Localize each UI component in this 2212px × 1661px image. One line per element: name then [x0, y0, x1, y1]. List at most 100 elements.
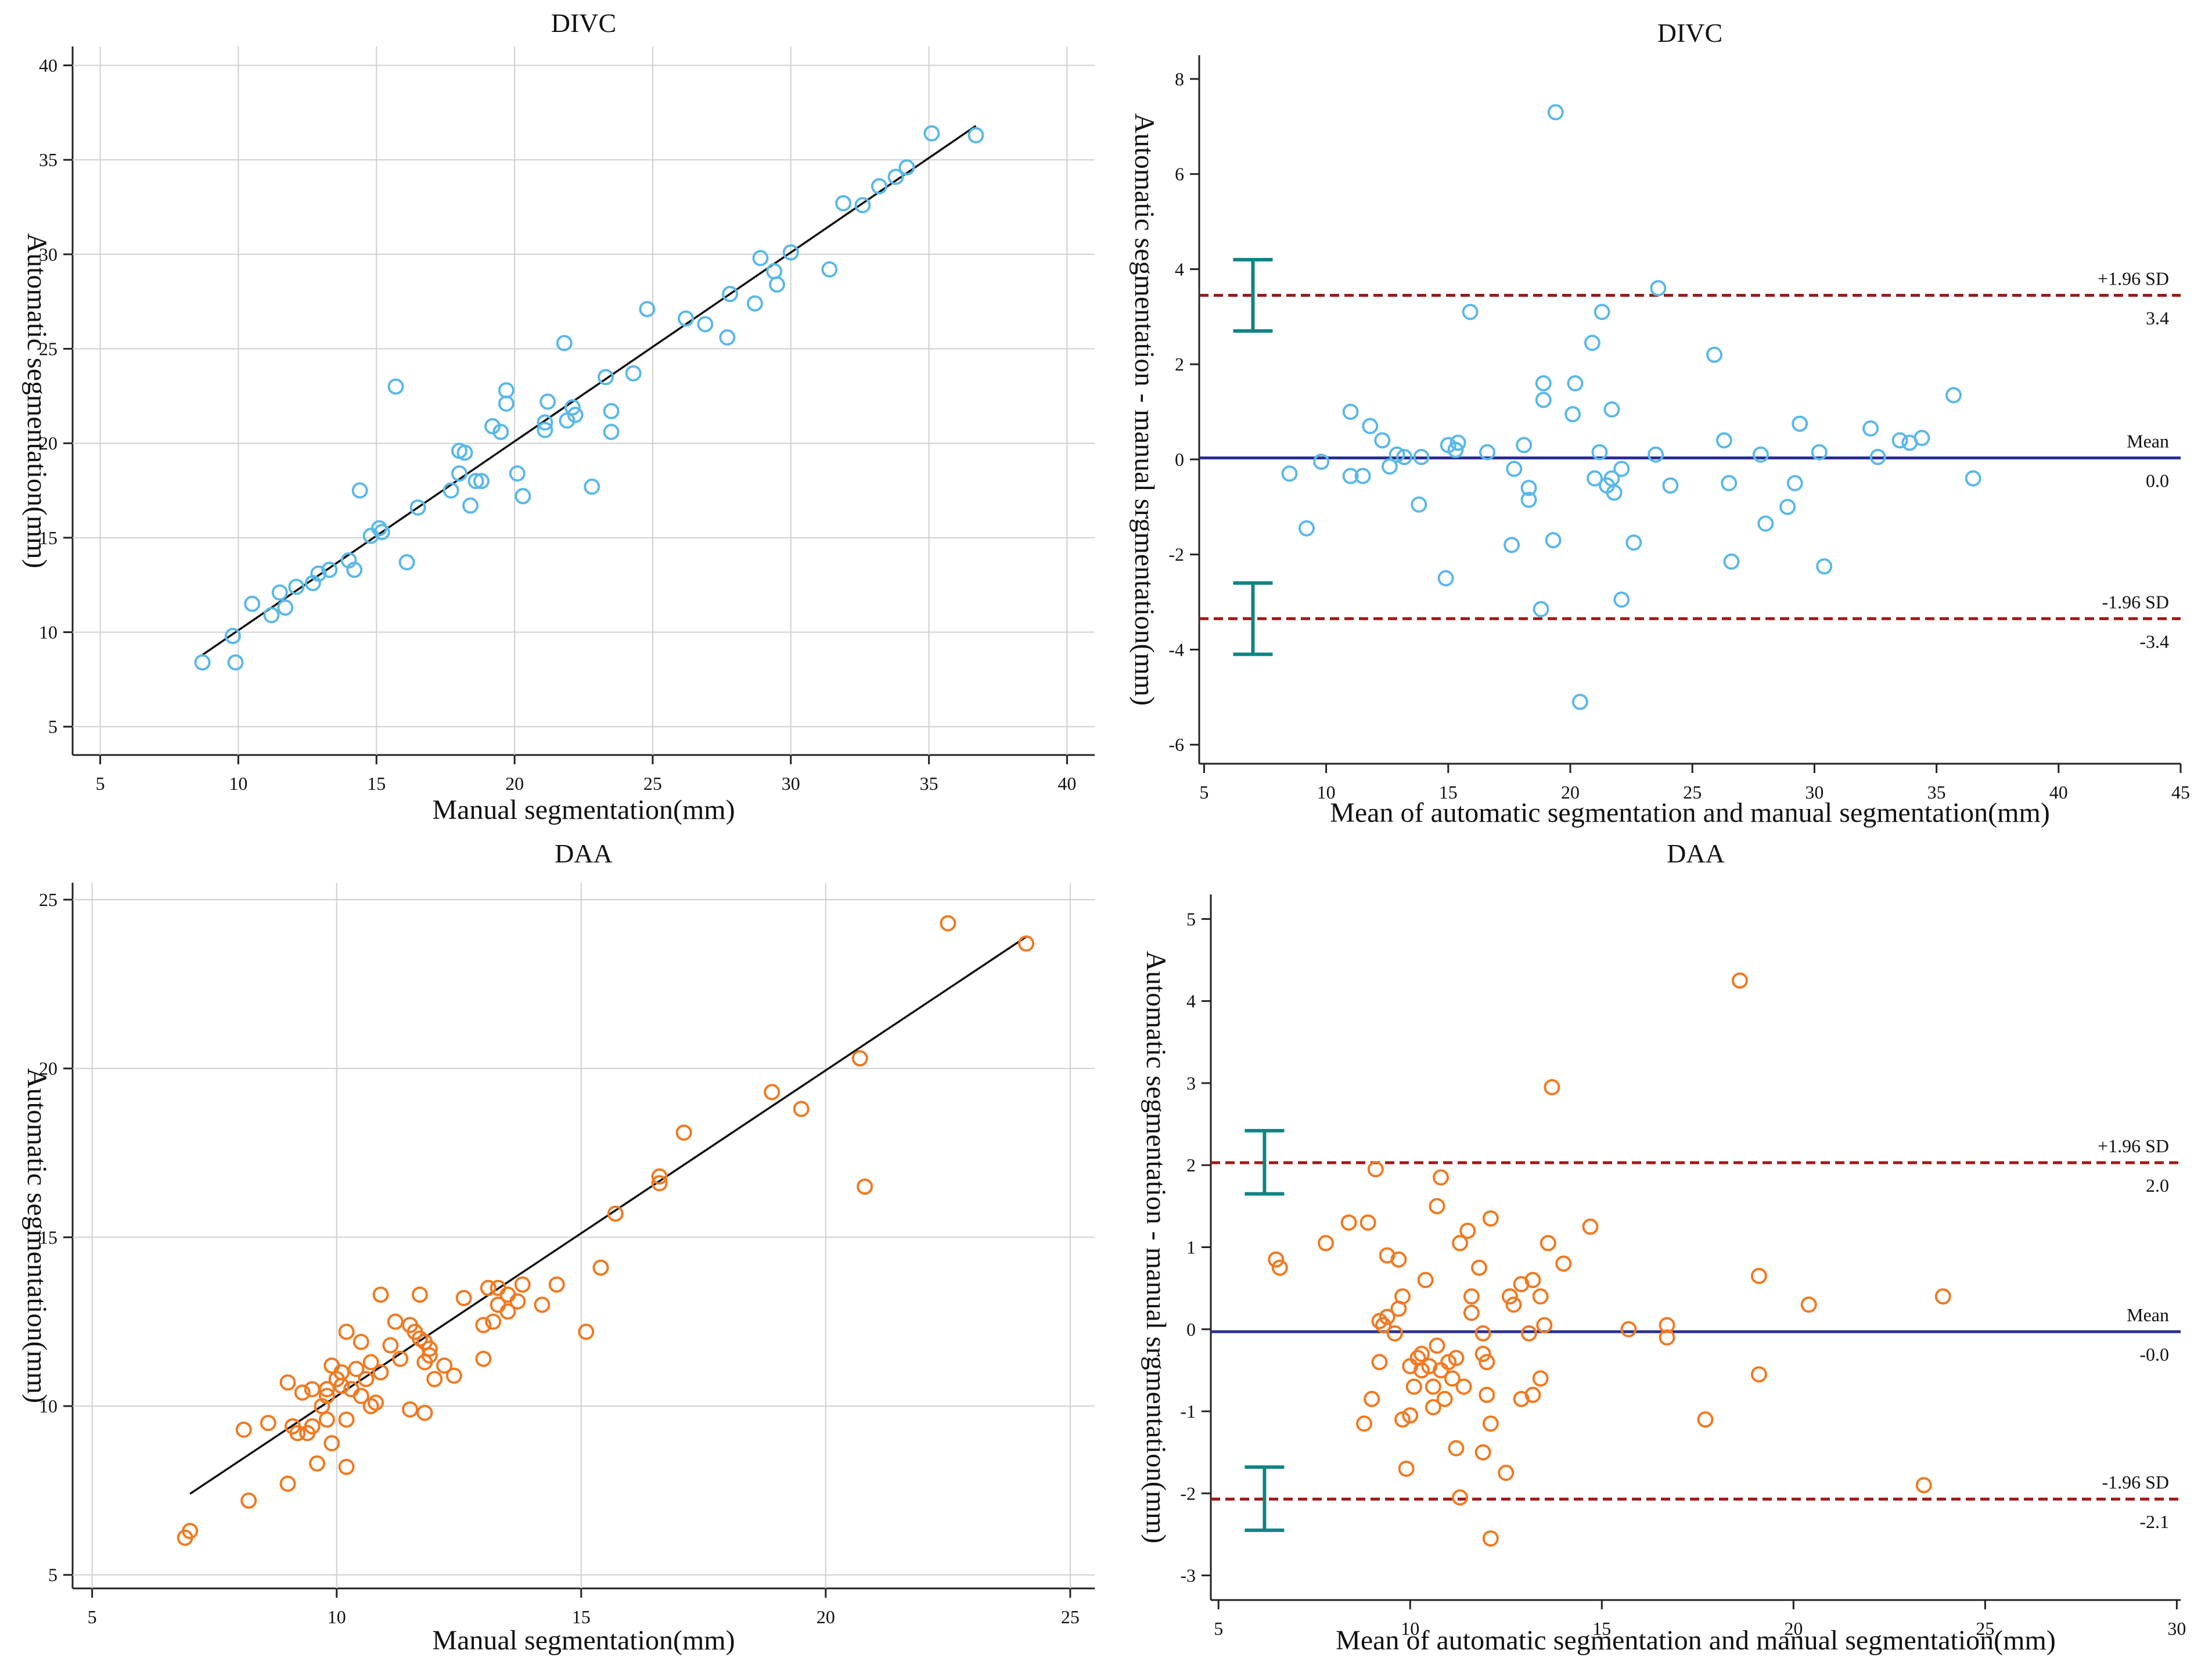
data-point [1342, 468, 1359, 484]
data-point [456, 444, 473, 461]
reference-line-value: -3.4 [2139, 631, 2169, 652]
data-point [409, 499, 426, 516]
data-point [398, 554, 415, 571]
data-point [1374, 432, 1391, 449]
data-point [480, 1279, 497, 1296]
data-point [485, 1313, 502, 1330]
y-tick-label: 2 [1175, 354, 1184, 375]
axis-ticks: 5 10 15 20 25 30 -3 -2 -1 0 1 2 3 4 5 [1180, 908, 2186, 1639]
reference-line-label: +1.96 SD [2098, 268, 2169, 289]
data-point [1459, 1223, 1476, 1239]
data-point [1381, 458, 1398, 475]
y-tick-label: -2 [1168, 544, 1184, 565]
data-point [1587, 470, 1603, 487]
y-tick-label: 10 [39, 1396, 57, 1416]
data-point [182, 1523, 199, 1540]
data-point [1625, 534, 1642, 551]
data-point [1545, 532, 1562, 549]
data-point [1862, 420, 1879, 437]
data-point [1750, 1366, 1767, 1383]
data-point [421, 1347, 438, 1364]
data-point [1413, 1346, 1430, 1362]
x-tick-label: 15 [1439, 782, 1458, 803]
data-point [509, 1293, 526, 1310]
data-point [1479, 1386, 1495, 1403]
data-point [1474, 1444, 1491, 1461]
data-point [1482, 1415, 1499, 1432]
data-point [1447, 441, 1464, 458]
data-point [1362, 418, 1379, 434]
data-point [782, 244, 799, 261]
axis-ticks: 5 10 15 20 25 30 35 40 45 -6 -4 -2 0 2 4 6 8 [1168, 69, 2190, 803]
data-point [1354, 468, 1371, 484]
data-point [768, 276, 785, 293]
data-point [1532, 1288, 1549, 1305]
data-point [1437, 570, 1454, 587]
y-tick-label: 30 [39, 244, 57, 265]
data-point [1547, 104, 1564, 121]
data-point [323, 1435, 340, 1452]
data-point [1398, 1460, 1415, 1477]
data-point [537, 414, 553, 431]
data-point [371, 520, 387, 537]
data-point [835, 195, 852, 212]
data-point [651, 1175, 668, 1192]
ci-error-bar [1245, 1128, 1285, 1196]
data-point [898, 159, 915, 176]
data-point [1524, 1386, 1541, 1403]
data-point [1536, 1317, 1553, 1333]
chart-title: DIVC [1657, 18, 1722, 48]
x-tick-label: 5 [96, 773, 105, 794]
data-point [351, 482, 368, 499]
data-point [746, 295, 763, 312]
data-point [1501, 1288, 1518, 1305]
x-tick-label: 15 [1592, 1618, 1611, 1639]
data-point [1752, 446, 1769, 463]
data-point [277, 599, 294, 616]
data-point [1390, 1251, 1407, 1268]
x-tick-label: 15 [572, 1606, 591, 1627]
data-point [310, 565, 327, 582]
data-point [871, 178, 887, 195]
x-tick-label: 25 [643, 773, 662, 794]
data-point [1659, 1317, 1675, 1333]
data-point [515, 488, 531, 505]
data-point [793, 1101, 810, 1117]
y-tick-label: 4 [1186, 991, 1196, 1012]
data-point [1482, 1530, 1499, 1547]
data-point [467, 473, 484, 490]
data-point [1965, 470, 1981, 487]
reference-line-value: -2.1 [2139, 1511, 2169, 1532]
y-tick-label: 8 [1175, 69, 1184, 89]
data-point [1721, 474, 1738, 491]
data-point [436, 1357, 452, 1374]
data-point [1413, 448, 1430, 465]
data-point [271, 584, 288, 601]
data-point [1582, 1218, 1599, 1235]
data-point [1313, 454, 1330, 470]
data-point [603, 423, 620, 440]
reference-line-value: 3.4 [2146, 307, 2169, 328]
data-point [1516, 437, 1533, 454]
data-point [348, 1361, 365, 1378]
data-point [1779, 498, 1796, 515]
data-point [1413, 1362, 1430, 1379]
data-points [1281, 104, 1981, 710]
x-tick-label: 20 [1561, 782, 1580, 803]
data-point [333, 1378, 350, 1394]
data-point [1505, 1296, 1522, 1313]
data-point [455, 1290, 472, 1307]
x-tick-label: 30 [782, 773, 800, 794]
data-point [1463, 1304, 1480, 1321]
data-point [509, 465, 526, 482]
data-point [279, 1374, 296, 1391]
y-tick-label: -3 [1180, 1565, 1196, 1586]
scatter-panel-divc: 5 10 15 20 25 30 35 40 5 10 15 20 25 30 35 40 DIVC Manu… [21, 8, 1095, 825]
data-point [1915, 1477, 1932, 1494]
y-axis-label: Automatic segmentation - manual srgmenta… [1129, 113, 1160, 706]
data-point [1479, 444, 1496, 461]
x-tick-label: 25 [1061, 1606, 1080, 1627]
data-point [1591, 444, 1608, 461]
data-point [1471, 1259, 1488, 1276]
data-point [1452, 1235, 1469, 1252]
